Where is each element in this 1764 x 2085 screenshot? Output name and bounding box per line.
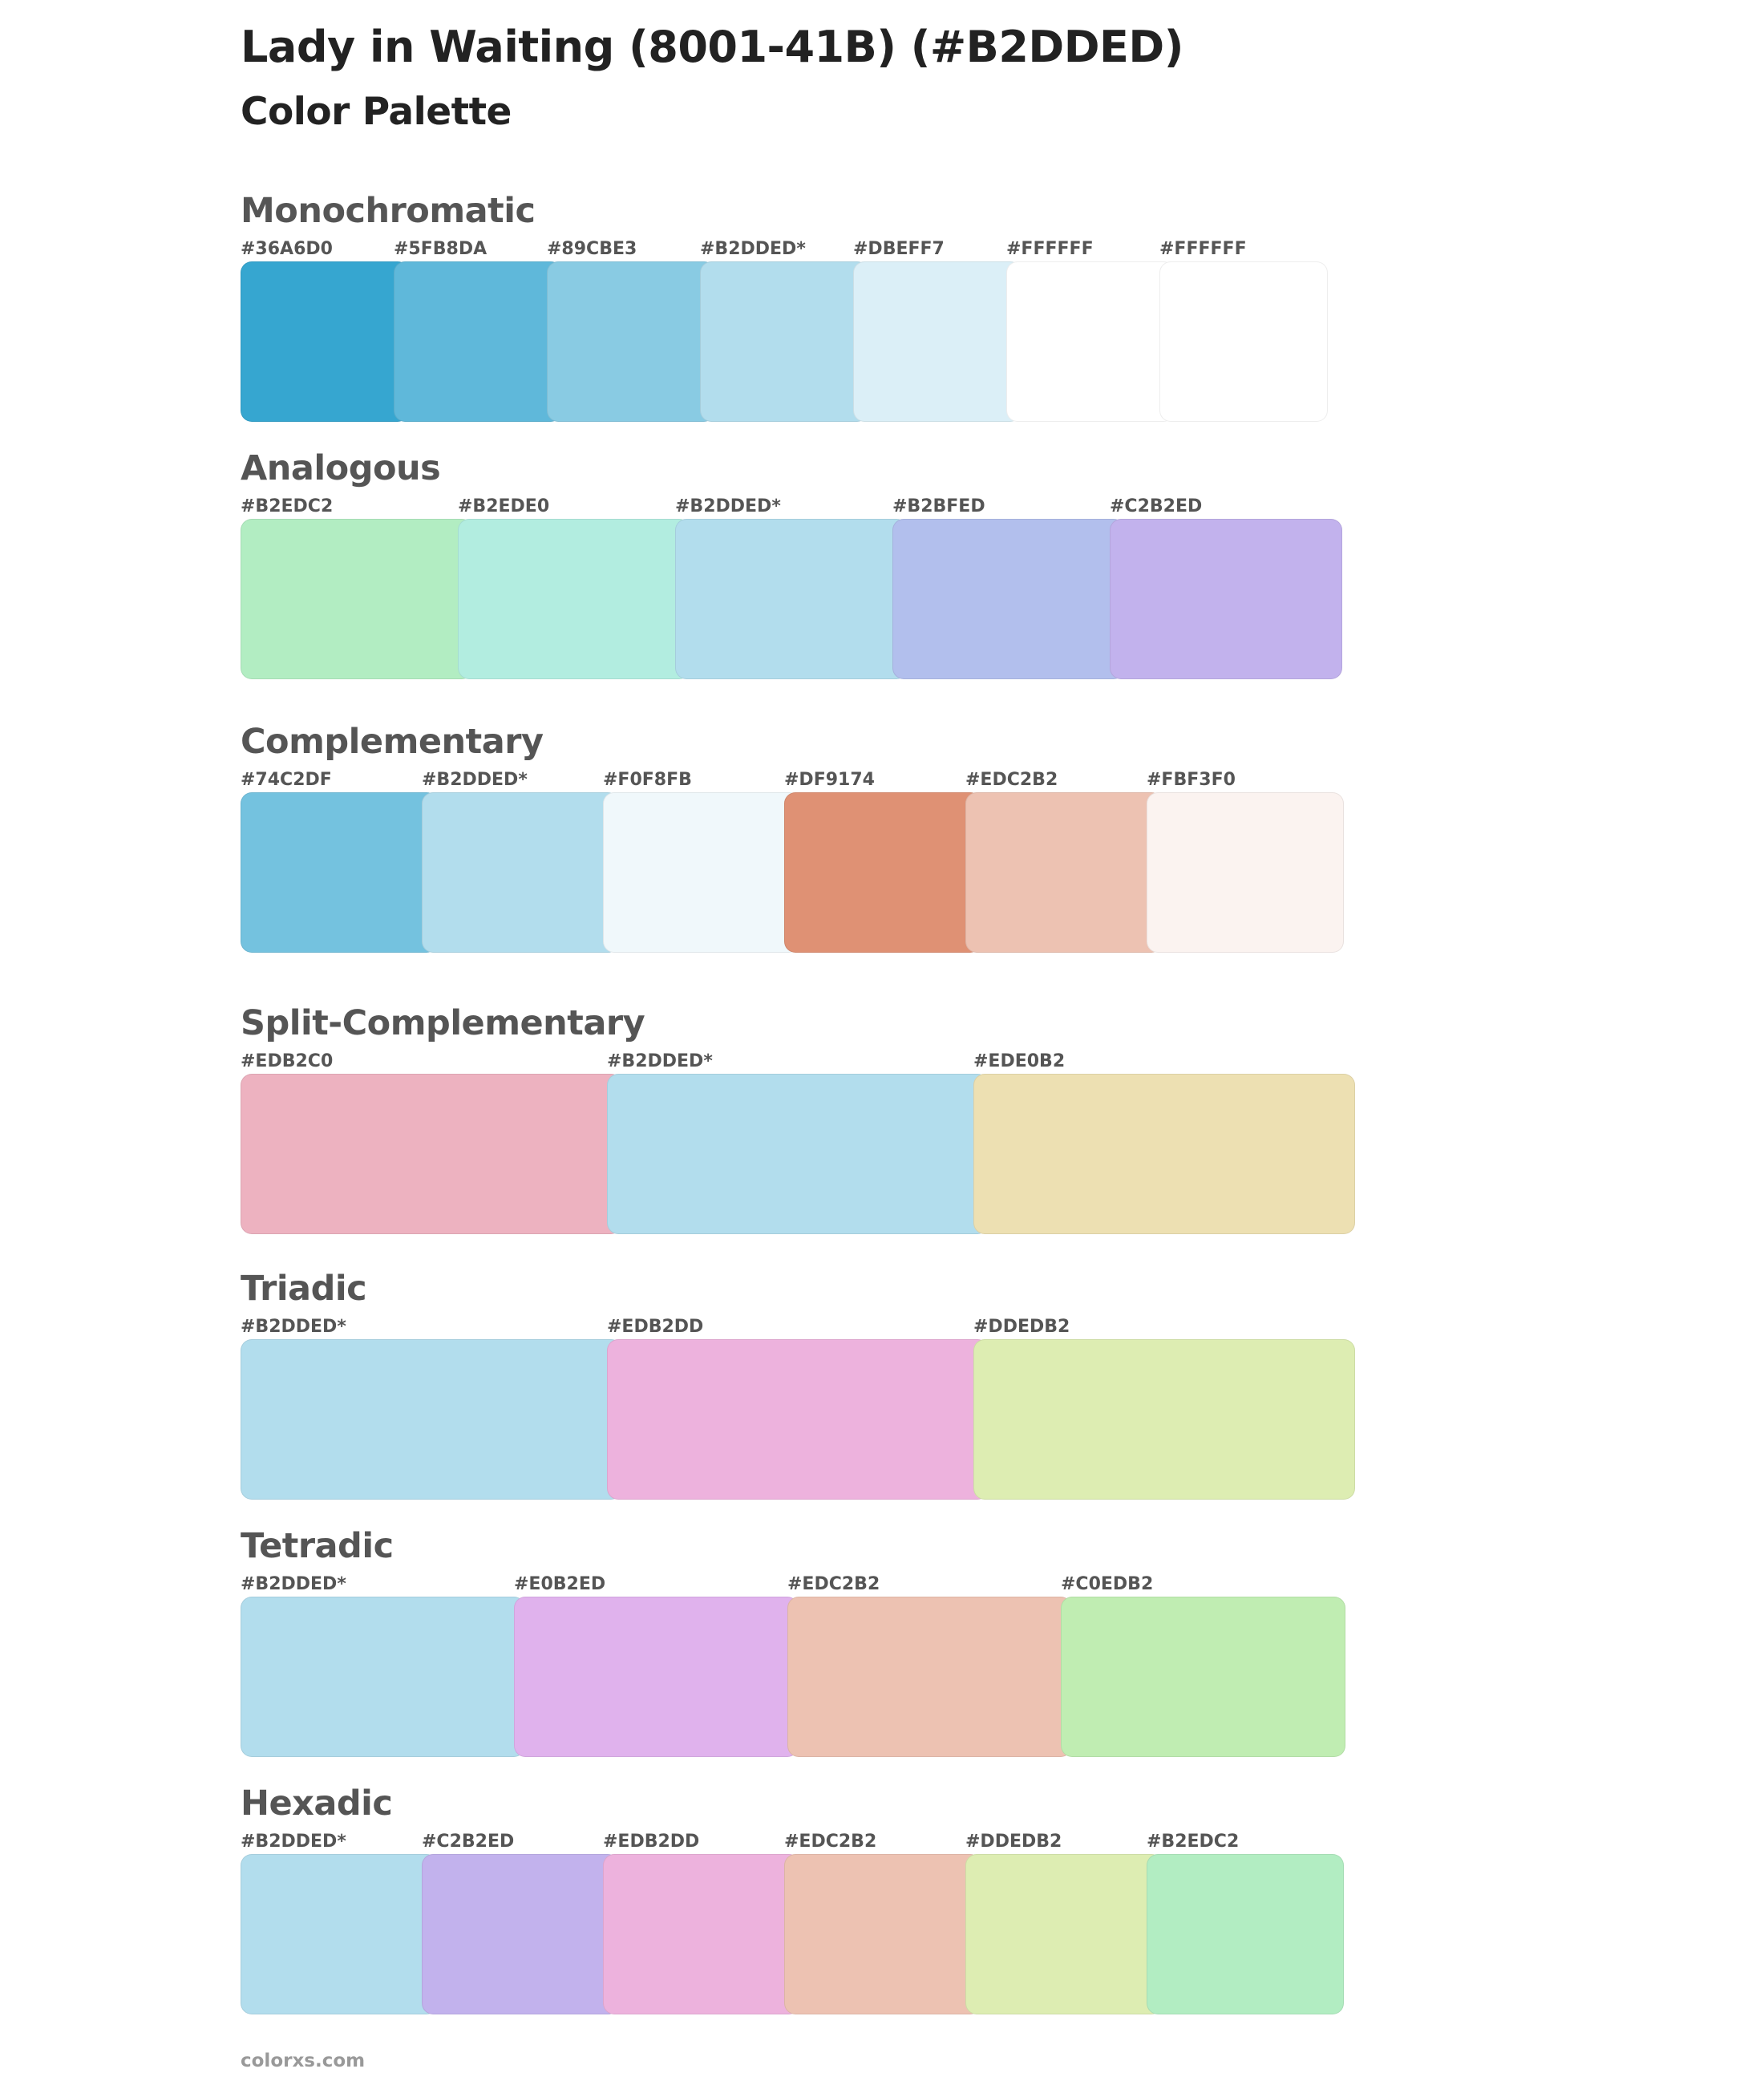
color-swatch[interactable] [787, 1597, 1072, 1757]
palette-title: Split-Complementary [241, 1003, 645, 1043]
color-swatch[interactable] [675, 519, 908, 679]
swatch-hex-label: #B2DDED* [241, 1832, 346, 1852]
swatch-hex-label: #B2BFED [892, 496, 985, 516]
page-subtitle: Color Palette [241, 90, 512, 134]
color-swatch[interactable] [422, 1854, 619, 2014]
swatch-hex-label: #C2B2ED [422, 1832, 515, 1852]
color-swatch[interactable] [853, 261, 1022, 422]
color-swatch[interactable] [784, 1854, 981, 2014]
color-swatch[interactable] [241, 1854, 438, 2014]
color-swatch[interactable] [514, 1597, 799, 1757]
swatch-hex-label: #DF9174 [784, 770, 875, 790]
swatch-hex-label: #EDB2C0 [241, 1051, 334, 1071]
swatch-hex-label: #C2B2ED [1110, 496, 1203, 516]
swatch-hex-label: #B2DDED* [241, 1574, 346, 1594]
swatch-hex-label: #74C2DF [241, 770, 332, 790]
color-swatch[interactable] [241, 1597, 525, 1757]
color-swatch[interactable] [965, 792, 1163, 953]
swatch-hex-label: #E0B2ED [514, 1574, 606, 1594]
swatch-hex-label: #B2EDC2 [241, 496, 334, 516]
palette-title: Analogous [241, 448, 441, 488]
swatch-hex-label: #89CBE3 [547, 239, 637, 259]
color-swatch[interactable] [547, 261, 715, 422]
palette-title: Tetradic [241, 1526, 394, 1566]
swatch-hex-label: #FFFFFF [1159, 239, 1247, 259]
swatch-hex-label: #C0EDB2 [1061, 1574, 1154, 1594]
swatch-hex-label: #B2DDED* [607, 1051, 713, 1071]
swatch-hex-label: #B2DDED* [675, 496, 781, 516]
color-swatch[interactable] [422, 792, 619, 953]
swatch-hex-label: #EDB2DD [607, 1317, 704, 1337]
swatch-hex-label: #36A6D0 [241, 239, 333, 259]
swatch-hex-label: #B2DDED* [700, 239, 806, 259]
color-swatch[interactable] [603, 1854, 800, 2014]
swatch-hex-label: #EDC2B2 [965, 770, 1058, 790]
swatch-hex-label: #EDE0B2 [973, 1051, 1066, 1071]
page-title: Lady in Waiting (8001-41B) (#B2DDED) [241, 22, 1183, 72]
swatch-hex-label: #B2DDED* [422, 770, 528, 790]
color-swatch[interactable] [1061, 1597, 1345, 1757]
color-swatch[interactable] [965, 1854, 1163, 2014]
color-swatch[interactable] [973, 1339, 1355, 1500]
palette-title: Triadic [241, 1269, 367, 1309]
color-swatch[interactable] [973, 1074, 1355, 1234]
palette-page: Lady in Waiting (8001-41B) (#B2DDED) Col… [241, 0, 1363, 2085]
color-swatch[interactable] [241, 792, 438, 953]
palette-title: Complementary [241, 722, 544, 762]
swatch-hex-label: #B2EDC2 [1147, 1832, 1240, 1852]
swatch-hex-label: #DBEFF7 [853, 239, 945, 259]
color-swatch[interactable] [1147, 1854, 1344, 2014]
palette-title: Hexadic [241, 1783, 393, 1824]
color-swatch[interactable] [1147, 792, 1344, 953]
color-swatch[interactable] [607, 1074, 989, 1234]
color-swatch[interactable] [892, 519, 1125, 679]
color-swatch[interactable] [603, 792, 800, 953]
swatch-hex-label: #DDEDB2 [973, 1317, 1070, 1337]
color-swatch[interactable] [241, 1339, 622, 1500]
color-swatch[interactable] [784, 792, 981, 953]
color-swatch[interactable] [241, 261, 409, 422]
swatch-hex-label: #B2DDED* [241, 1317, 346, 1337]
color-swatch[interactable] [458, 519, 690, 679]
swatch-hex-label: #EDC2B2 [784, 1832, 877, 1852]
color-swatch[interactable] [394, 261, 562, 422]
color-swatch[interactable] [1159, 261, 1328, 422]
color-swatch[interactable] [241, 519, 473, 679]
swatch-hex-label: #F0F8FB [603, 770, 692, 790]
swatch-hex-label: #FBF3F0 [1147, 770, 1236, 790]
color-swatch[interactable] [1006, 261, 1175, 422]
swatch-hex-label: #EDC2B2 [787, 1574, 880, 1594]
footer-site-link[interactable]: colorxs.com [241, 2051, 366, 2071]
swatch-hex-label: #B2EDE0 [458, 496, 550, 516]
swatch-hex-label: #EDB2DD [603, 1832, 700, 1852]
swatch-hex-label: #DDEDB2 [965, 1832, 1062, 1852]
color-swatch[interactable] [241, 1074, 622, 1234]
color-swatch[interactable] [607, 1339, 989, 1500]
color-swatch[interactable] [700, 261, 868, 422]
swatch-hex-label: #FFFFFF [1006, 239, 1094, 259]
swatch-hex-label: #5FB8DA [394, 239, 488, 259]
color-swatch[interactable] [1110, 519, 1342, 679]
palette-title: Monochromatic [241, 191, 536, 231]
